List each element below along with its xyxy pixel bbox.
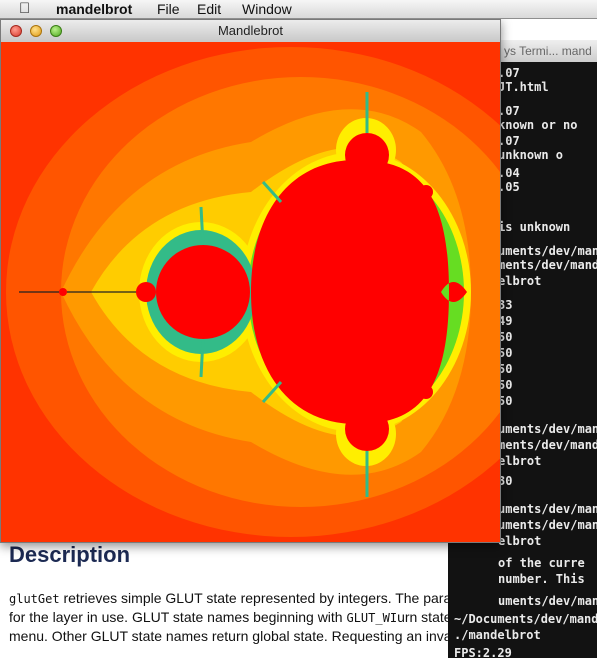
terminal-line: ~/Documents/dev/mand: [454, 612, 597, 626]
terminal-line: known or no: [498, 118, 578, 132]
description-line-2: for the layer in use. GLUT state names b…: [9, 609, 448, 625]
terminal-line: uments/dev/mand: [498, 502, 597, 516]
description-tail-3: an invalid G: [406, 628, 448, 644]
filaments: [199, 92, 369, 497]
close-button[interactable]: [10, 25, 22, 37]
small-bulb: [136, 282, 156, 302]
terminal-line: FPS:2.29: [454, 646, 512, 658]
window-title: Mandlebrot: [217, 23, 284, 38]
zoom-button[interactable]: [50, 25, 62, 37]
terminal-line: uments/dev/mand: [498, 244, 597, 258]
menu-app-name[interactable]: mandelbrot: [56, 1, 133, 17]
terminal-line: elbrot: [498, 534, 542, 548]
terminal-line: ments/dev/mand: [498, 258, 597, 272]
top-bulb: [345, 133, 389, 177]
terminal-line: 50: [498, 394, 513, 408]
description-heading: Description: [9, 542, 131, 567]
code-glutget: glutGet: [9, 592, 60, 606]
terminal-line: 50: [498, 330, 513, 344]
terminal-line: 50: [498, 362, 513, 376]
main-cardioid: [251, 160, 467, 424]
minimize-button[interactable]: [30, 25, 42, 37]
mandelbrot-window[interactable]: Mandlebrot: [0, 19, 501, 543]
terminal-line: number. This: [498, 572, 585, 586]
description-tail-2: urn state for: [397, 609, 448, 625]
window-titlebar[interactable]: Mandlebrot: [1, 20, 500, 43]
menu-edit[interactable]: Edit: [197, 1, 222, 17]
terminal-line: .05: [498, 180, 520, 194]
description-text-1: retrieves simple GLUT state represented …: [59, 590, 424, 606]
terminal-line: uments/dev/mand: [498, 518, 597, 532]
mandelbrot-image: [1, 42, 500, 542]
description-line-3: menu. Other GLUT state names return glob…: [9, 628, 448, 644]
code-glut-wi: GLUT_WI: [346, 611, 398, 625]
terminal-line: unknown o: [498, 148, 564, 162]
terminal-line: ments/dev/mand: [498, 438, 597, 452]
terminal-line: .07: [498, 104, 520, 118]
terminal-line: 49: [498, 314, 513, 328]
menu-file[interactable]: File: [157, 1, 180, 17]
terminal-line: ./mandelbrot: [454, 628, 541, 642]
terminal-line: 50: [498, 378, 513, 392]
side-bulb-2: [310, 395, 328, 413]
side-bulb-1: [310, 171, 328, 189]
apple-icon[interactable]: : [19, 0, 30, 18]
mandelbrot-render[interactable]: [1, 42, 500, 542]
terminal-line: 30: [498, 474, 513, 488]
description-line-1: glutGet retrieves simple GLUT state repr…: [9, 590, 448, 606]
period-2-bulb: [156, 245, 250, 339]
description-text-3: menu. Other GLUT state names return glob…: [9, 628, 403, 644]
description-tail-1: parameter d: [423, 590, 448, 606]
browser-page: Description glutGet retrieves simple GLU…: [0, 540, 448, 658]
terminal-line: of the curre: [498, 556, 585, 570]
terminal-line: elbrot: [498, 274, 542, 288]
terminal-line: is unknown: [498, 220, 571, 234]
menu-bar:  mandelbrot File Edit Window: [0, 0, 597, 19]
terminal-line: uments/dev/mand: [498, 422, 597, 436]
bottom-bulb: [345, 407, 389, 451]
side-bulb-3: [419, 185, 433, 199]
terminal-line: 33: [498, 298, 513, 312]
terminal-line: .07: [498, 66, 520, 80]
terminal-line: .07: [498, 134, 520, 148]
description-text-2: for the layer in use. GLUT state names b…: [9, 609, 347, 625]
terminal-line: .04: [498, 166, 520, 180]
menu-window[interactable]: Window: [242, 1, 292, 17]
terminal-line: elbrot: [498, 454, 542, 468]
terminal-line: 50: [498, 346, 513, 360]
terminal-line: JT.html: [498, 80, 549, 94]
side-bulb-4: [419, 385, 433, 399]
mini-bulb: [59, 288, 67, 296]
terminal-line: uments/dev/mand: [498, 594, 597, 608]
